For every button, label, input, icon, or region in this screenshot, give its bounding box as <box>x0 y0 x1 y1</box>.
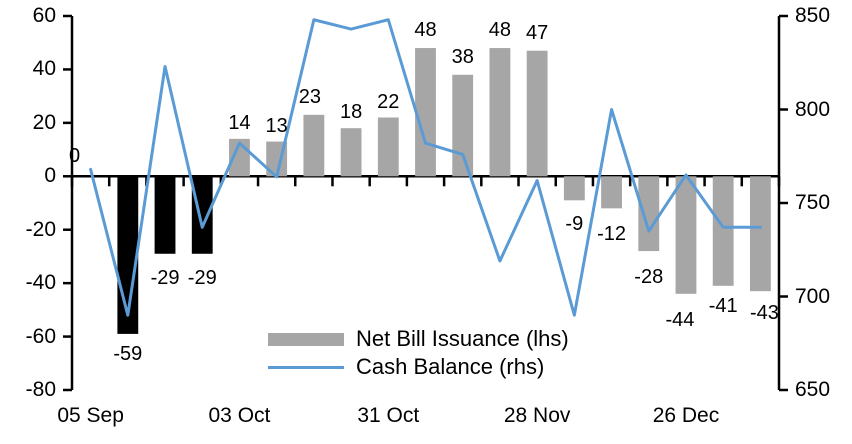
bar-value-label: 13 <box>265 114 288 137</box>
bar <box>712 176 734 286</box>
x-axis-tick-label: 31 Oct <box>357 404 420 427</box>
bar-value-label: -28 <box>634 266 664 289</box>
x-axis-tick-label: 26 Dec <box>652 404 720 427</box>
y-axis-right-tick-label: 750 <box>795 191 831 214</box>
y-axis-left-tick-label: 0 <box>44 164 56 188</box>
y-axis-right-tick-label: 800 <box>795 97 831 121</box>
bar <box>377 117 399 177</box>
bar-value-label: -43 <box>749 302 779 325</box>
y-axis-left-tick-label: -60 <box>25 324 56 348</box>
x-axis-tick-label: 05 Sep <box>57 404 124 427</box>
line-series <box>89 18 762 317</box>
bar-series <box>117 48 771 334</box>
bar <box>749 176 771 292</box>
y-axis-left-tick-label: 60 <box>32 4 56 27</box>
bar-value-label: -44 <box>665 308 695 331</box>
legend-item[interactable]: Net Bill Issuance (lhs) <box>268 328 569 350</box>
bar-value-label: -9 <box>565 213 584 236</box>
bar-value-label: 47 <box>526 21 549 44</box>
legend-label: Net Bill Issuance (lhs) <box>356 326 569 351</box>
bar <box>415 48 436 177</box>
bar-value-label: 48 <box>488 19 512 42</box>
bar <box>452 74 474 177</box>
bar-value-label: 23 <box>298 85 321 108</box>
bar <box>526 50 548 177</box>
y-axis-right-tick-label: 650 <box>795 378 831 401</box>
legend-line-swatch-icon <box>268 365 344 369</box>
y-axis-left-tick-label: -80 <box>25 378 56 401</box>
bar <box>638 176 660 252</box>
bar-value-label: -59 <box>113 342 143 365</box>
bar <box>675 176 697 294</box>
bar <box>154 176 176 254</box>
x-axis-tick-label: 03 Oct <box>208 404 271 427</box>
bar-value-label: -41 <box>708 294 738 317</box>
y-axis-left-tick-label: -40 <box>25 271 56 295</box>
x-axis-tick-label: 28 Nov <box>503 404 571 427</box>
bar <box>601 176 622 209</box>
legend-label: Cash Balance (rhs) <box>356 354 545 379</box>
bar-value-label: -29 <box>150 266 180 289</box>
bar-value-label: 48 <box>414 19 437 42</box>
chart-legend: Net Bill Issuance (lhs) Cash Balance (rhs… <box>268 328 569 384</box>
bar <box>489 48 511 177</box>
bar <box>303 114 325 177</box>
bar-value-label: 38 <box>451 45 474 68</box>
bar-value-label: 22 <box>377 90 400 113</box>
y-axis-left-tick-label: -20 <box>25 217 56 241</box>
bar-value-label: 0 <box>69 145 81 168</box>
bar <box>563 176 585 201</box>
bar-value-label: 18 <box>339 101 363 124</box>
bar-value-label: -12 <box>597 223 626 246</box>
legend-item[interactable]: Cash Balance (rhs) <box>268 356 569 378</box>
y-axis-left-tick-label: 20 <box>32 110 56 134</box>
bar-value-label: -29 <box>187 266 217 289</box>
bar-value-label: 14 <box>228 111 251 134</box>
bar <box>340 128 362 177</box>
y-axis-right-tick-label: 700 <box>795 284 831 308</box>
legend-bar-swatch-icon <box>268 332 344 346</box>
bar <box>191 176 213 254</box>
y-axis-left-tick-label: 40 <box>32 57 56 81</box>
y-axis-right-tick-label: 850 <box>795 4 831 27</box>
